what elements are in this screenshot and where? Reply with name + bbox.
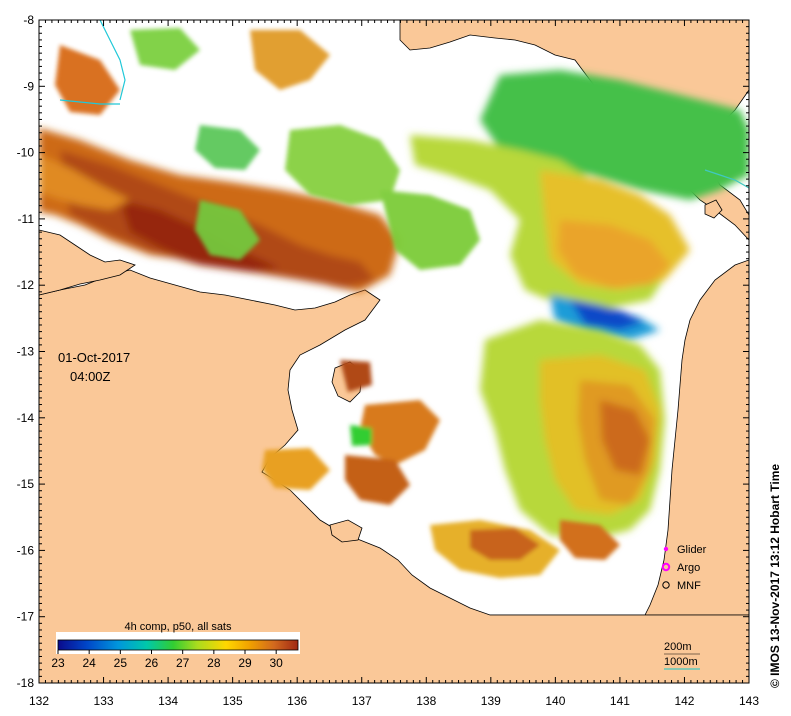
lon-tick-label: 132 [29,694,49,708]
legend-glider: Glider [663,544,707,556]
land-islands-west [39,229,136,296]
argo-marker-icon [661,562,671,572]
lon-tick-label: 139 [481,694,501,708]
colorbar-tick-label: 27 [176,656,190,670]
glider-marker-icon [663,546,669,552]
legend-argo: Argo [661,562,700,574]
lon-tick-label: 136 [287,694,307,708]
sst-data [39,28,749,578]
land-wellesley [329,519,363,543]
lon-tick-label: 133 [94,694,114,708]
lat-tick-label: -14 [17,411,35,425]
legend-glider-label: Glider [677,544,707,556]
bathymetry-200m-label: 200m [664,641,692,653]
lat-tick-label: -13 [17,345,35,359]
land [39,20,749,683]
lat-tick-label: -8 [23,13,34,27]
lon-tick-label: 141 [610,694,630,708]
lat-tick-label: -15 [17,477,35,491]
lat-tick-label: -18 [17,676,35,690]
legend-mnf: MNF [662,580,701,592]
longitude-axis: 132 133 134 135 136 137 138 139 140 141 142 143 [29,20,759,708]
colorbar-tick-label: 25 [114,656,128,670]
colorbar-gradient [57,639,299,651]
land-arnhem-land [39,269,749,683]
legend-argo-label: Argo [677,562,700,574]
bathymetry-1000m-contour [704,169,749,189]
time-label: 04:00Z [70,369,111,384]
colorbar-tick-label: 28 [207,656,221,670]
lat-tick-label: -11 [18,212,35,226]
lat-tick-label: -12 [17,278,35,292]
bathymetry-1000m-label: 1000m [664,656,698,668]
mnf-marker-icon [662,581,670,589]
rivers [59,20,126,105]
imos-credit: © IMOS 13-Nov-2017 13:12 Hobart Time [768,464,782,688]
colorbar-tick-label: 26 [145,656,159,670]
lat-tick-label: -9 [23,79,34,93]
legend-mnf-label: MNF [677,580,701,592]
date-label: 01-Oct-2017 [58,350,130,365]
lon-tick-label: 143 [739,694,759,708]
colorbar: 4h comp, p50, all sats 23 24 25 26 27 28 29 30 [51,621,300,670]
lon-tick-label: 135 [223,694,243,708]
colorbar-ticks: 23 24 25 26 27 28 29 30 [51,650,283,670]
colorbar-tick-label: 30 [270,656,284,670]
observation-legend: Glider Argo MNF [661,544,707,592]
colorbar-tick-label: 23 [51,656,65,670]
lat-tick-label: -16 [17,543,35,557]
bathymetry-legend: 200m 1000m [664,641,700,670]
lat-tick-label: -17 [17,610,35,624]
colorbar-tick-label: 29 [238,656,252,670]
colorbar-tick-label: 24 [82,656,96,670]
colorbar-title: 4h comp, p50, all sats [124,621,232,633]
lat-tick-label: -10 [17,146,35,160]
lon-tick-label: 134 [158,694,178,708]
latitude-axis: -8 -9 -10 -11 -12 -13 -14 -15 -16 -17 -18 [17,13,749,690]
lon-tick-label: 138 [416,694,436,708]
lon-tick-label: 140 [545,694,565,708]
lon-tick-label: 137 [352,694,372,708]
lon-tick-label: 142 [674,694,694,708]
